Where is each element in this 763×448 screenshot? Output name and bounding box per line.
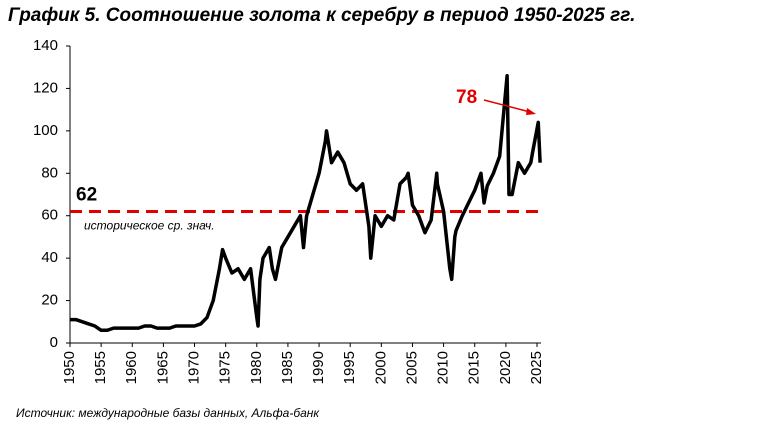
x-tick-label: 1995 — [341, 351, 358, 384]
x-tick-label: 1990 — [310, 351, 327, 384]
x-tick-label: 2025 — [528, 351, 545, 384]
y-tick-label: 60 — [41, 207, 58, 224]
mean-label: историческое ср. знач. — [84, 219, 215, 233]
y-tick-label: 100 — [33, 122, 58, 139]
source: Источник: международные базы данных, Аль… — [16, 406, 320, 420]
x-tick-label: 1955 — [92, 351, 109, 384]
x-tick-label: 2005 — [403, 351, 420, 384]
x-tick-label: 2020 — [497, 351, 514, 384]
x-tick-label: 2000 — [372, 351, 389, 384]
x-tick-label: 1975 — [217, 351, 234, 384]
x-tick-label: 2010 — [435, 351, 452, 384]
x-tick-label: 2015 — [466, 351, 483, 384]
y-tick-label: 0 — [50, 334, 58, 351]
y-tick-label: 140 — [33, 37, 58, 54]
x-tick-label: 1970 — [186, 351, 203, 384]
mean-value: 62 — [76, 184, 97, 205]
callout-value: 78 — [456, 87, 477, 108]
x-tick-label: 1965 — [154, 351, 171, 384]
x-tick-label: 1950 — [61, 351, 78, 384]
y-tick-label: 20 — [41, 292, 58, 309]
chart-title: График 5. Соотношение золота к серебру в… — [8, 5, 635, 26]
y-tick-label: 80 — [41, 164, 58, 181]
y-tick-label: 120 — [33, 79, 58, 96]
series-line — [70, 73, 542, 333]
x-tick-label: 1985 — [279, 351, 296, 384]
callout-arrowhead — [526, 108, 536, 115]
x-tick-label: 1960 — [123, 351, 140, 384]
x-tick-label: 1980 — [248, 351, 265, 384]
callout-arrow — [483, 99, 531, 113]
y-tick-label: 40 — [41, 249, 58, 266]
